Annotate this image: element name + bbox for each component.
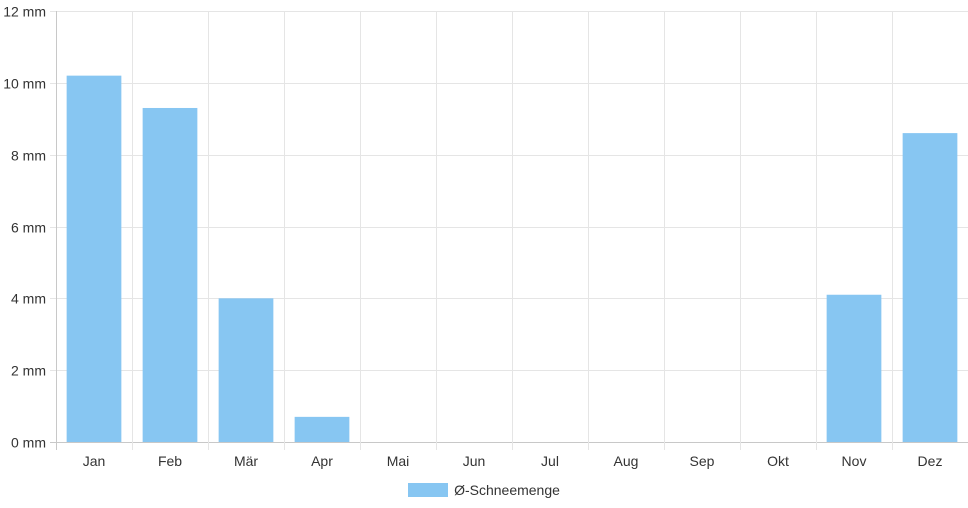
- x-tick-label: Apr: [311, 453, 333, 469]
- y-tick-label: 12 mm: [3, 4, 46, 20]
- x-tick-label: Jun: [463, 453, 486, 469]
- bar-mär[interactable]: [218, 298, 274, 442]
- y-tick-label: 0 mm: [11, 435, 46, 451]
- x-tick-label: Feb: [158, 453, 182, 469]
- bar-jan[interactable]: [66, 75, 122, 443]
- x-tick-label: Jan: [83, 453, 106, 469]
- grid-layer: [50, 11, 968, 450]
- x-tick-label: Jul: [541, 453, 559, 469]
- legend-label: Ø-Schneemenge: [454, 482, 560, 498]
- x-tick-label: Dez: [918, 453, 943, 469]
- bar-dez[interactable]: [902, 133, 958, 442]
- chart-canvas: 0 mm 2 mm 4 mm 6 mm 8 mm 10 mm 12 mm Jan Feb Mär…: [3, 4, 968, 469]
- bars: [66, 75, 958, 443]
- x-tick-label: Mai: [387, 453, 410, 469]
- y-tick-label: 4 mm: [11, 291, 46, 307]
- x-axis-ticks: Jan Feb Mär Apr Mai Jun Jul Aug Sep Okt Nov Dez: [83, 453, 943, 469]
- y-axis-ticks: 0 mm 2 mm 4 mm 6 mm 8 mm 10 mm 12 mm: [3, 4, 46, 451]
- x-tick-label: Aug: [614, 453, 639, 469]
- legend[interactable]: Ø-Schneemenge: [0, 480, 968, 500]
- y-tick-label: 6 mm: [11, 220, 46, 236]
- x-tick-label: Sep: [690, 453, 715, 469]
- y-tick-label: 2 mm: [11, 363, 46, 379]
- bar-feb[interactable]: [142, 107, 198, 442]
- legend-swatch: [408, 483, 449, 497]
- bar-nov[interactable]: [826, 294, 882, 442]
- x-tick-label: Okt: [767, 453, 789, 469]
- y-tick-label: 10 mm: [3, 76, 46, 92]
- x-tick-label: Nov: [842, 453, 867, 469]
- y-tick-label: 8 mm: [11, 148, 46, 164]
- bar-apr[interactable]: [294, 416, 350, 442]
- x-tick-label: Mär: [234, 453, 258, 469]
